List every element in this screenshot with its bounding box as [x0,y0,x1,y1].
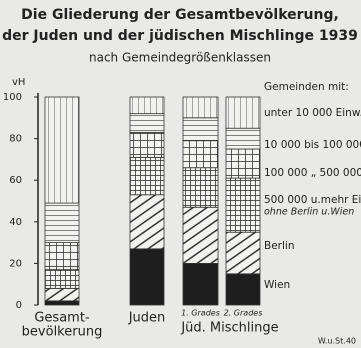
legend-label: unter 10 000 Einw. [264,107,361,119]
bar-segment [44,96,80,204]
bar-segment [44,287,80,302]
legend-title: Gemeinden mit: [264,81,349,93]
source: W.u.St.40 [318,337,356,346]
bar-segment [225,273,261,306]
bar-segment [225,127,261,150]
legend-label: Wien [264,279,290,291]
bar-segment [129,194,165,250]
bar-segment [129,96,165,115]
legend-label: 500 000 u.mehr Einw. [264,194,361,206]
y-tick-label: 100 [3,92,22,103]
bar-segment [182,262,219,306]
bar-segment [44,242,80,271]
bar-segment [182,206,219,264]
bar-segment [44,202,80,244]
x-tick-label: 2. Grades [224,309,263,318]
bar-segment [182,96,219,119]
title: Die Gliederung der Gesamtbevölkerung, [21,7,339,23]
x-tick-label: bevölkerung [22,325,103,340]
y-tick-label: 40 [9,217,22,228]
bar-segment [182,140,219,169]
bar-segment [225,148,261,179]
title: der Juden und der jüdischen Mischlinge 1… [2,28,358,44]
y-label: vH [12,77,25,88]
legend-label: 100 000 „ 500 000 [264,167,361,179]
bar-segment [129,131,165,158]
bar-segment [225,96,261,129]
bar-segment [182,167,219,208]
x-tick-label: 1. Grades [181,309,220,318]
bar-segment [182,117,219,142]
legend-label: Berlin [264,240,294,252]
legend-label: 10 000 bis 100 000 [264,139,361,151]
y-tick-label: 60 [9,175,22,186]
legend-note: ohne Berlin u.Wien [264,207,354,218]
y-tick-label: 0 [16,300,22,311]
group-label: Jüd. Mischlinge [180,321,278,336]
bar-segment [129,156,165,196]
bar-segment [225,231,261,275]
x-tick-label: Juden [128,311,166,326]
bar-segment [44,300,80,306]
bar-segment [44,269,80,289]
bar-segment [129,248,165,306]
y-tick-label: 20 [9,258,22,269]
bar-segment [225,177,261,233]
x-tick-label: Gesamt- [34,311,90,326]
subtitle: nach Gemeindegrößenklassen [89,51,271,65]
bar-segment [129,113,165,133]
y-tick-label: 80 [9,134,22,145]
